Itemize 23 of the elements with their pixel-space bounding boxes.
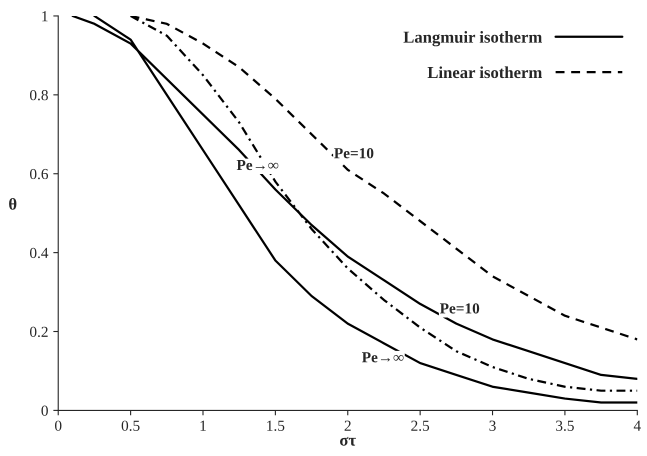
y-axis-title: θ xyxy=(9,198,16,210)
x-tick-label: 0.5 xyxy=(122,420,140,431)
x-tick-label: 1 xyxy=(200,420,206,431)
x-tick-label: 2.5 xyxy=(411,420,430,431)
y-tick-label: 0.6 xyxy=(30,168,48,180)
x-tick-label: 3.5 xyxy=(556,420,574,431)
annotation: Pe=10 xyxy=(440,303,480,314)
y-tick-label: 0.2 xyxy=(30,326,48,338)
annotation: Pe→∞ xyxy=(236,160,278,170)
y-tick-label: 0 xyxy=(41,406,48,416)
x-tick-label: 3 xyxy=(489,420,496,431)
x-tick-label: 2 xyxy=(344,420,351,431)
legend-label: Langmuir isotherm xyxy=(404,31,542,46)
annotation: Pe=10 xyxy=(334,148,374,158)
x-tick-label: 1.5 xyxy=(267,420,284,431)
x-tick-label: 4 xyxy=(634,420,641,431)
y-tick-label: 1 xyxy=(42,11,48,22)
legend-label: Linear isotherm xyxy=(428,66,542,78)
x-axis-title: στ xyxy=(340,436,356,446)
y-tick-label: 0.8 xyxy=(30,90,48,100)
x-tick-label: 0 xyxy=(54,420,62,431)
y-tick-label: 0.4 xyxy=(30,248,48,258)
annotation: Pe→∞ xyxy=(362,352,404,362)
